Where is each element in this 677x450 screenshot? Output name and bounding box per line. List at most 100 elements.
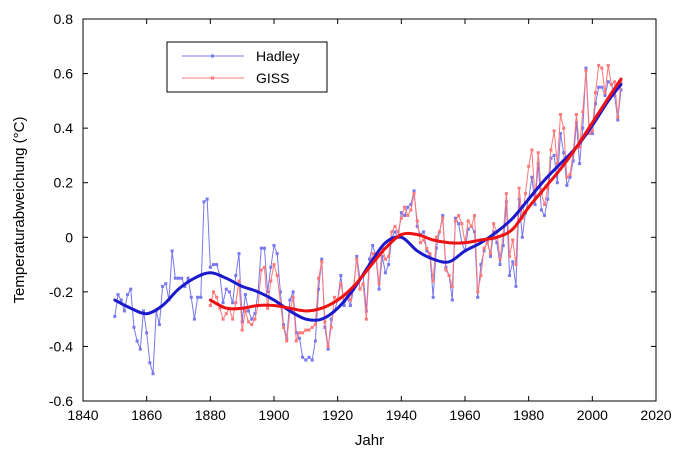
data-point-giss [329, 325, 333, 329]
data-point-hadley [371, 243, 375, 247]
data-point-giss [498, 257, 502, 261]
data-point-hadley [291, 290, 295, 294]
data-point-hadley [457, 222, 461, 226]
data-point-giss [304, 328, 308, 332]
data-point-giss [438, 230, 442, 234]
data-point-hadley [215, 263, 219, 267]
x-tick-label: 1980 [513, 407, 544, 423]
data-point-hadley [546, 197, 550, 201]
data-point-giss [224, 312, 228, 316]
data-point-hadley [141, 309, 145, 313]
data-point-giss [549, 148, 553, 152]
data-point-giss [317, 276, 321, 280]
data-point-hadley [116, 293, 120, 297]
data-point-giss [574, 113, 578, 116]
data-point-hadley [212, 263, 216, 267]
data-point-hadley [514, 284, 518, 288]
y-tick-label: 0.8 [54, 11, 74, 27]
data-point-hadley [383, 271, 387, 275]
data-point-giss [240, 328, 244, 332]
data-point-giss [377, 282, 381, 286]
data-point-giss [313, 323, 317, 327]
data-point-hadley [473, 230, 477, 234]
data-point-hadley [151, 372, 155, 376]
data-point-hadley [250, 317, 254, 321]
data-point-giss [460, 222, 464, 226]
data-point-giss [597, 63, 601, 67]
data-point-hadley [543, 213, 547, 217]
x-tick-label: 1940 [386, 407, 417, 423]
data-point-giss [536, 151, 540, 155]
data-point-giss [476, 290, 480, 294]
data-point-giss [275, 273, 279, 277]
data-point-hadley [304, 358, 308, 362]
data-point-hadley [208, 265, 212, 269]
data-point-giss [387, 254, 391, 258]
data-point-hadley [520, 235, 524, 239]
legend-giss-label: GISS [256, 70, 289, 86]
data-point-giss [514, 263, 518, 267]
data-point-giss [301, 331, 305, 335]
data-point-hadley [240, 320, 244, 324]
data-point-giss [262, 265, 266, 269]
data-point-giss [457, 213, 461, 217]
data-point-hadley [406, 205, 410, 209]
data-point-hadley [122, 309, 126, 313]
data-point-giss [469, 224, 473, 228]
data-point-giss [603, 91, 607, 95]
data-point-hadley [202, 200, 206, 204]
data-point-giss [594, 91, 598, 95]
data-point-hadley [269, 265, 273, 269]
data-point-giss [492, 222, 496, 226]
data-point-hadley [301, 355, 305, 359]
data-point-hadley [399, 211, 403, 215]
data-point-giss [339, 282, 343, 286]
data-point-giss [250, 323, 254, 327]
data-point-hadley [173, 276, 177, 280]
data-point-giss [272, 263, 276, 267]
data-point-hadley [183, 284, 187, 288]
data-point-hadley [320, 257, 324, 261]
y-tick-label: -0.2 [49, 284, 73, 300]
data-point-giss [450, 284, 454, 288]
y-tick-label: -0.6 [49, 393, 73, 409]
data-point-hadley [227, 290, 231, 294]
data-point-hadley [161, 284, 165, 288]
data-point-hadley [177, 276, 180, 280]
data-point-hadley [355, 254, 359, 258]
data-point-giss [358, 287, 362, 291]
data-point-hadley [266, 290, 270, 294]
data-point-giss [218, 306, 222, 310]
data-point-hadley [199, 295, 203, 299]
y-tick-label: -0.4 [49, 338, 73, 354]
data-point-giss [297, 331, 301, 335]
data-point-hadley [597, 85, 601, 89]
data-point-hadley [326, 347, 330, 351]
data-point-hadley [539, 208, 543, 212]
data-point-hadley [590, 132, 594, 136]
data-point-hadley [578, 162, 582, 166]
series-trend-3 [208, 77, 623, 313]
data-point-hadley [119, 298, 123, 302]
data-point-giss [441, 216, 445, 220]
data-point-giss [345, 293, 349, 297]
data-point-giss [425, 246, 429, 250]
data-point-hadley [307, 355, 311, 359]
y-tick-label: 0.4 [54, 120, 74, 136]
data-point-giss [581, 110, 585, 114]
data-point-giss [320, 260, 324, 264]
data-point-hadley [323, 325, 327, 329]
data-point-hadley [138, 347, 142, 351]
data-point-hadley [533, 203, 537, 207]
data-point-giss [562, 126, 566, 130]
data-point-giss [444, 268, 448, 272]
series-trend-2 [113, 82, 623, 322]
data-point-giss [508, 254, 512, 258]
data-point-hadley [613, 93, 617, 97]
data-point-giss [310, 325, 314, 329]
data-point-giss [479, 273, 483, 277]
data-point-hadley [297, 336, 301, 340]
series-line-giss [209, 64, 622, 347]
data-point-hadley [262, 246, 266, 250]
data-point-hadley [157, 323, 161, 327]
